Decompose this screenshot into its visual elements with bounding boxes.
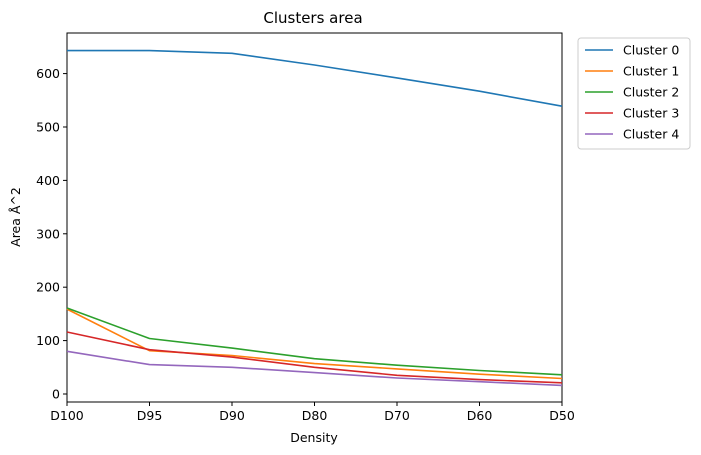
series-lines [66, 49, 563, 387]
y-tick-label: 100 [36, 333, 60, 348]
legend-items: Cluster 0 Cluster 1 Cluster 2 Cluster 3 Clus… [585, 43, 679, 142]
y-tick-label: 600 [36, 66, 60, 81]
legend-label: Cluster 0 [623, 43, 679, 58]
legend-label: Cluster 3 [623, 106, 679, 121]
legend-label: Cluster 4 [623, 127, 679, 142]
legend: Cluster 0 Cluster 1 Cluster 2 Cluster 3 Clus… [577, 37, 691, 150]
x-axis-ticks: D100 D95 D90 D80 D70 D60 D50 [50, 402, 575, 423]
y-tick-label: 0 [52, 386, 60, 401]
series-line-cluster-3 [66, 331, 563, 384]
legend-label: Cluster 1 [623, 64, 679, 79]
series-line-cluster-0 [67, 49, 563, 107]
y-tick-label: 400 [36, 173, 60, 188]
plot-frame [66, 32, 563, 403]
legend-frame [577, 37, 691, 150]
y-axis-ticks: 0 100 200 300 400 500 600 [36, 66, 67, 401]
y-tick-label: 300 [36, 226, 60, 241]
legend-label: Cluster 2 [623, 85, 679, 100]
series-line-cluster-1 [66, 308, 563, 380]
x-tick-label: D50 [549, 408, 575, 423]
y-tick-label: 200 [36, 280, 60, 295]
x-tick-label: D95 [137, 408, 163, 423]
x-axis-label: Density [290, 430, 338, 445]
x-tick-label: D70 [384, 408, 410, 423]
y-tick-label: 500 [36, 119, 60, 134]
x-tick-label: D100 [50, 408, 84, 423]
x-tick-label: D80 [302, 408, 328, 423]
series-line-cluster-2 [66, 307, 563, 376]
series-line-cluster-4 [66, 350, 563, 387]
x-tick-label: D60 [467, 408, 493, 423]
y-axis-label: Area Å^2 [8, 187, 23, 247]
chart-title: Clusters area [263, 9, 362, 27]
x-tick-label: D90 [219, 408, 245, 423]
plot-area: D100 D95 D90 D80 D70 D60 D50 0 100 200 300 400 500 6… [36, 32, 575, 423]
